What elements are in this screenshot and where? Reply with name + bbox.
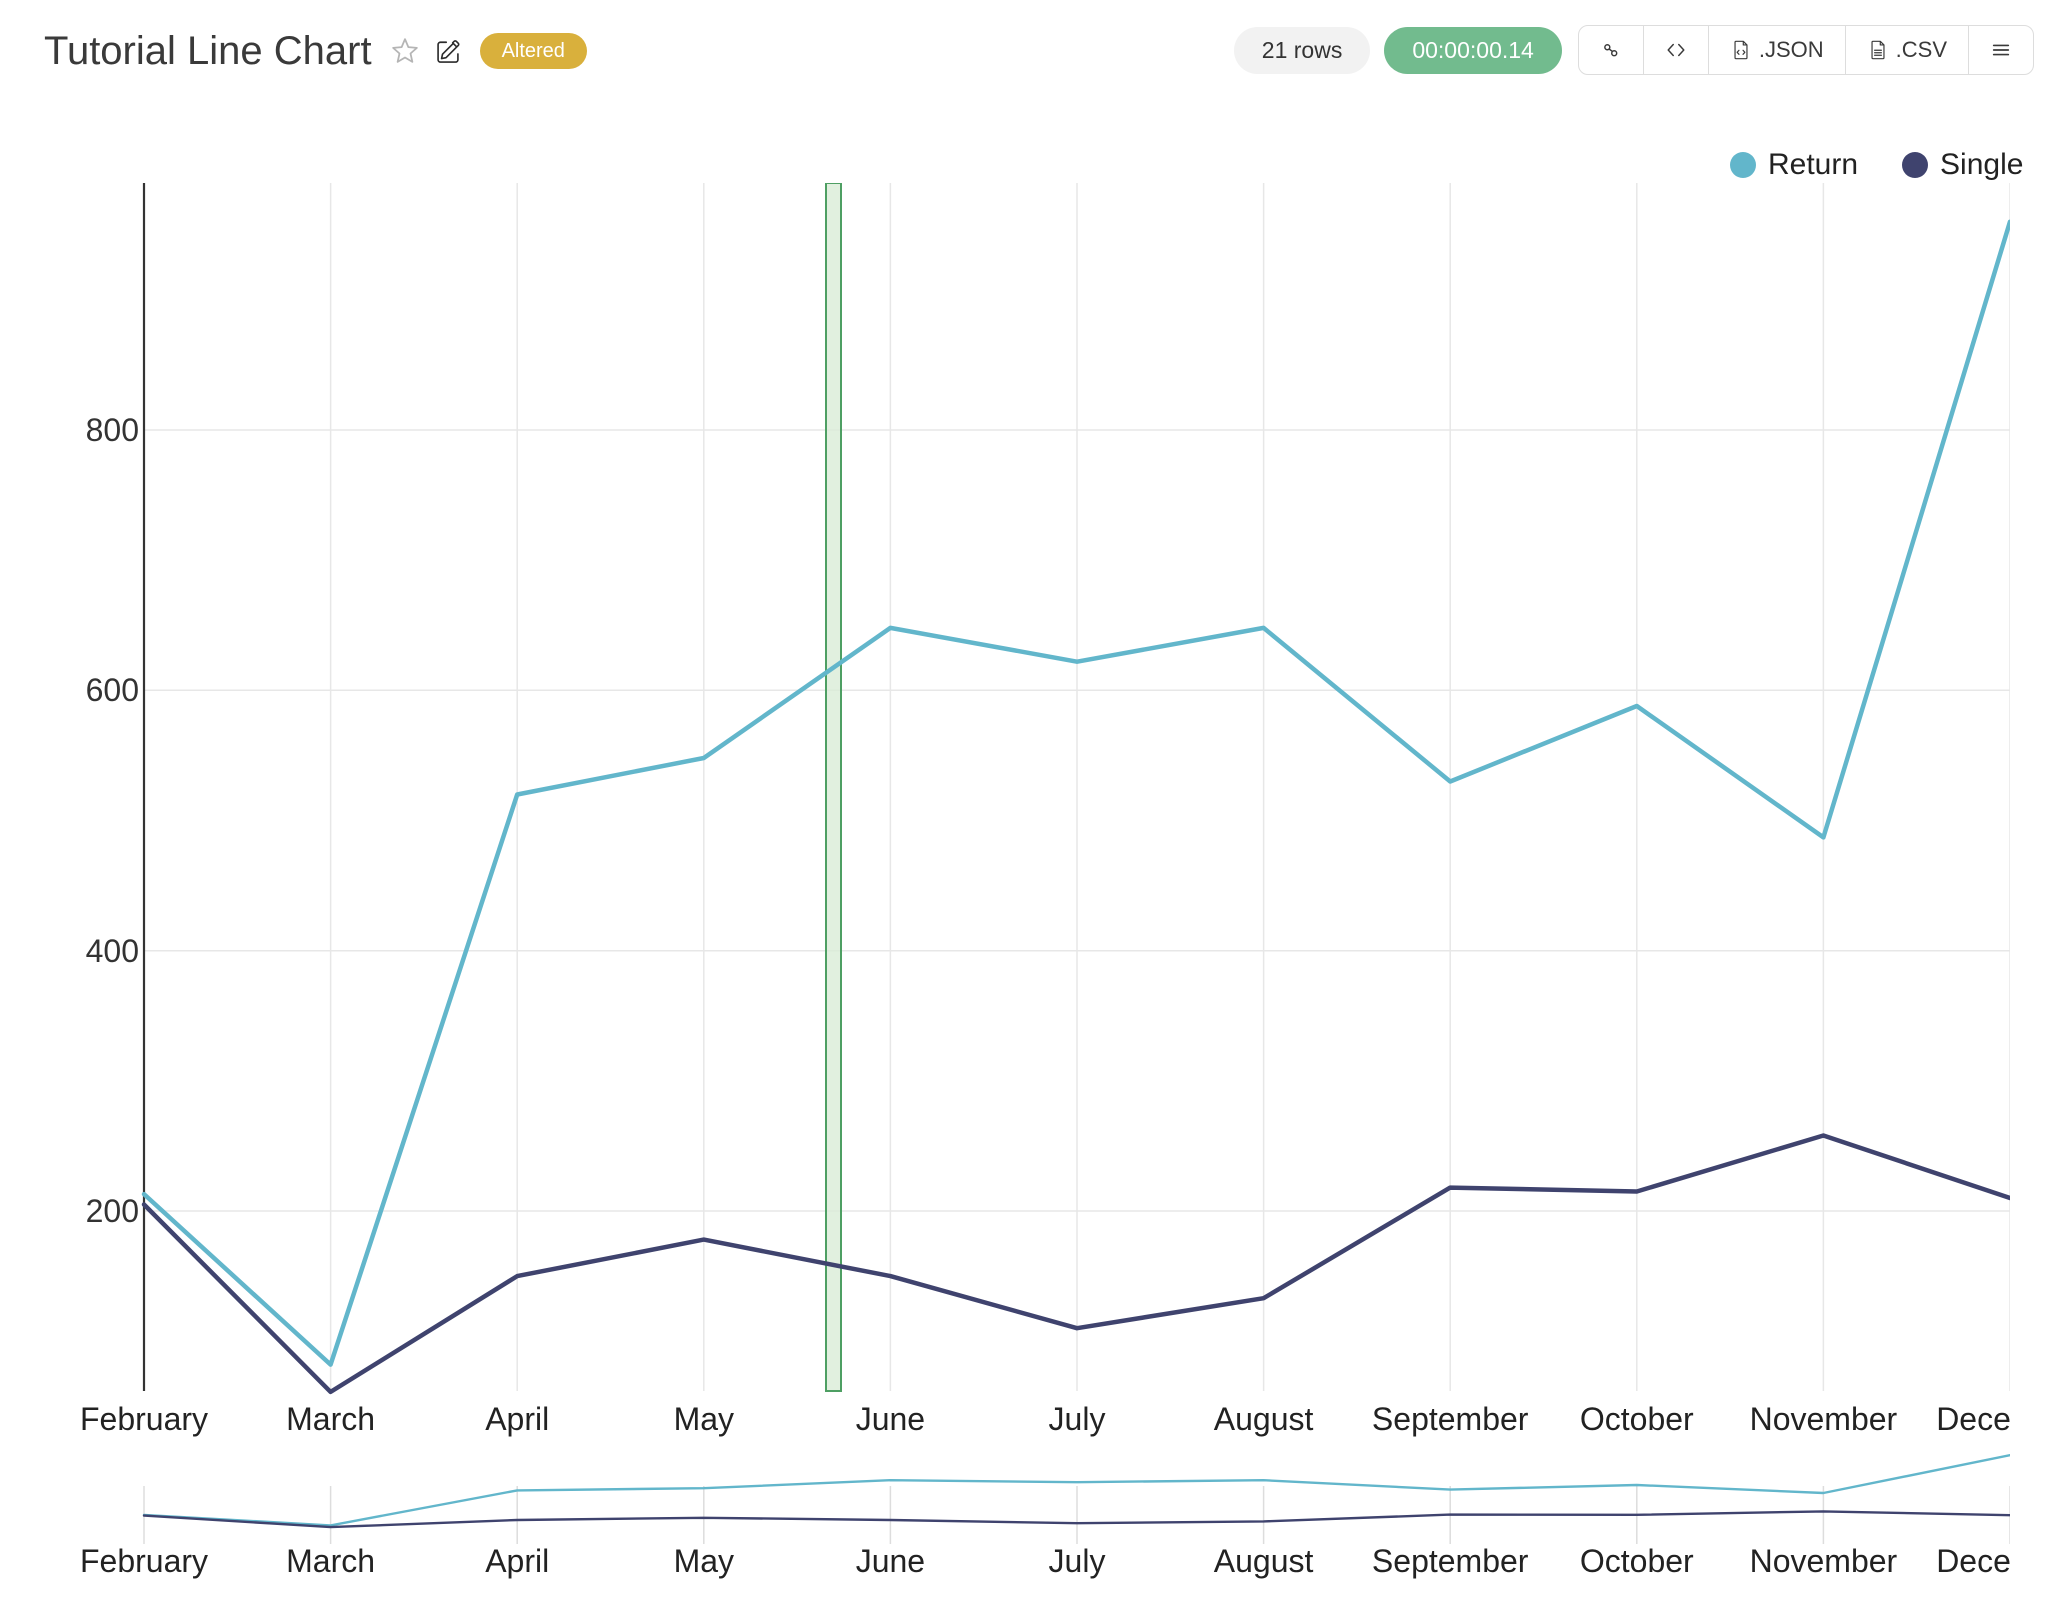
- svg-text:April: April: [485, 1543, 549, 1579]
- svg-text:December: December: [1936, 1543, 2010, 1579]
- svg-text:200: 200: [86, 1193, 139, 1229]
- svg-text:600: 600: [86, 672, 139, 708]
- svg-text:800: 800: [86, 412, 139, 448]
- svg-text:March: March: [286, 1401, 375, 1437]
- svg-text:400: 400: [86, 933, 139, 969]
- svg-text:February: February: [80, 1543, 208, 1579]
- svg-text:August: August: [1214, 1543, 1314, 1579]
- svg-text:April: April: [485, 1401, 549, 1437]
- svg-text:December: December: [1936, 1401, 2010, 1437]
- svg-text:May: May: [674, 1401, 734, 1437]
- svg-text:June: June: [856, 1543, 925, 1579]
- svg-text:November: November: [1750, 1543, 1898, 1579]
- svg-text:October: October: [1580, 1401, 1694, 1437]
- svg-text:November: November: [1750, 1401, 1898, 1437]
- svg-text:July: July: [1049, 1401, 1106, 1437]
- svg-text:July: July: [1049, 1543, 1106, 1579]
- svg-text:October: October: [1580, 1543, 1694, 1579]
- svg-text:August: August: [1214, 1401, 1314, 1437]
- svg-text:September: September: [1372, 1543, 1529, 1579]
- svg-text:March: March: [286, 1543, 375, 1579]
- svg-text:May: May: [674, 1543, 734, 1579]
- svg-text:February: February: [80, 1401, 208, 1437]
- svg-text:June: June: [856, 1401, 925, 1437]
- svg-text:September: September: [1372, 1401, 1529, 1437]
